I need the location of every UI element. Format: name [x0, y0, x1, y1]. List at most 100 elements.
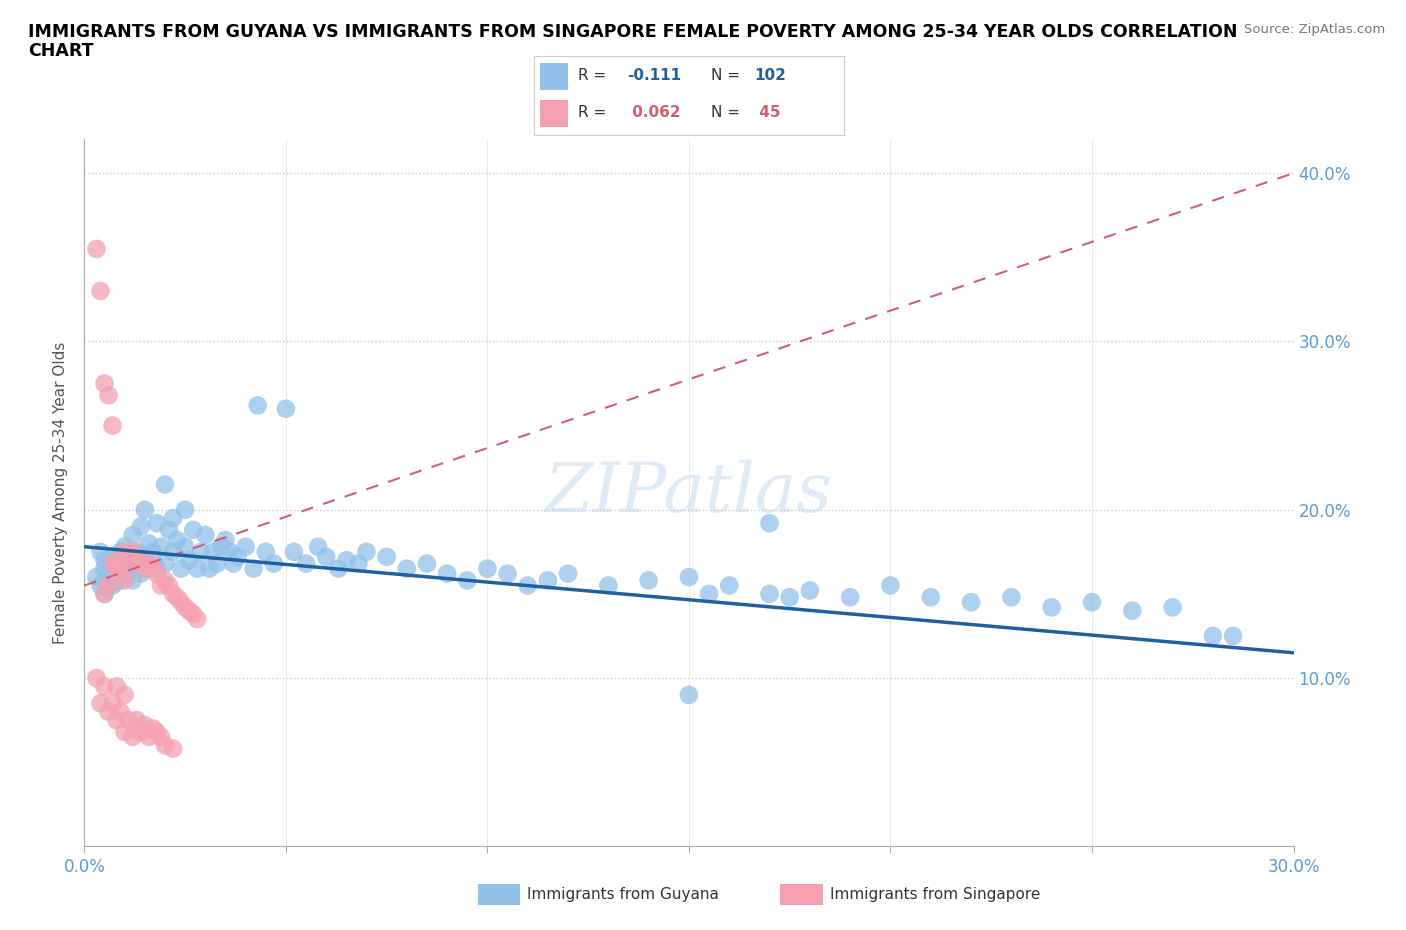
Point: [146, 724, 169, 739]
Point: [678, 569, 700, 584]
Point: [110, 704, 132, 719]
Point: [134, 502, 156, 517]
Point: [839, 590, 862, 604]
Point: [97, 704, 120, 719]
Point: [181, 606, 204, 621]
Point: [557, 566, 579, 581]
Point: [242, 561, 264, 576]
Point: [142, 721, 165, 736]
Point: [105, 552, 128, 567]
Point: [86, 671, 108, 685]
Point: [162, 741, 184, 756]
Point: [118, 712, 141, 727]
Point: [315, 550, 337, 565]
Point: [114, 573, 136, 588]
Point: [375, 550, 398, 565]
Point: [637, 573, 659, 588]
Point: [146, 561, 169, 576]
Point: [1202, 629, 1225, 644]
Point: [194, 527, 217, 542]
Point: [114, 544, 136, 559]
Point: [174, 600, 197, 615]
Point: [335, 552, 357, 567]
Point: [328, 561, 350, 576]
Text: ZIPatlas: ZIPatlas: [546, 459, 832, 526]
Point: [157, 578, 180, 593]
Point: [1081, 595, 1104, 610]
Point: [153, 477, 176, 492]
Point: [105, 565, 128, 579]
Point: [125, 544, 148, 559]
Point: [93, 561, 115, 576]
Point: [179, 552, 201, 567]
Point: [186, 612, 208, 627]
Y-axis label: Female Poverty Among 25-34 Year Olds: Female Poverty Among 25-34 Year Olds: [53, 341, 69, 644]
Point: [307, 539, 329, 554]
Point: [226, 550, 249, 565]
Text: R =: R =: [578, 105, 610, 120]
Point: [149, 539, 172, 554]
Point: [125, 712, 148, 727]
Point: [114, 569, 136, 584]
Point: [1161, 600, 1184, 615]
Point: [97, 566, 120, 581]
Point: [496, 566, 519, 581]
Point: [179, 604, 201, 618]
Point: [166, 533, 188, 548]
Point: [89, 578, 111, 593]
Point: [758, 516, 780, 531]
Point: [254, 544, 277, 559]
Point: [1121, 604, 1143, 618]
Point: [86, 242, 108, 257]
Point: [114, 724, 136, 739]
Point: [920, 590, 942, 604]
Point: [149, 729, 172, 744]
Point: [121, 527, 143, 542]
Point: [118, 561, 141, 576]
Point: [1000, 590, 1022, 604]
Point: [162, 544, 184, 559]
Point: [170, 561, 193, 576]
Point: [86, 569, 108, 584]
Point: [118, 550, 141, 565]
Point: [146, 516, 169, 531]
Point: [718, 578, 741, 593]
Point: [129, 552, 152, 567]
Text: 45: 45: [754, 105, 780, 120]
Point: [153, 573, 176, 588]
Point: [118, 550, 141, 565]
Point: [93, 552, 115, 567]
Point: [110, 544, 132, 559]
Point: [134, 718, 156, 733]
Point: [105, 575, 128, 590]
Point: [516, 578, 538, 593]
Point: [799, 583, 821, 598]
Point: [263, 556, 285, 571]
Point: [101, 696, 124, 711]
Point: [125, 556, 148, 571]
Point: [105, 679, 128, 694]
Point: [101, 550, 124, 565]
Point: [138, 536, 160, 551]
Point: [93, 376, 115, 391]
Point: [1040, 600, 1063, 615]
Point: [105, 712, 128, 727]
Point: [779, 590, 801, 604]
Point: [129, 566, 152, 581]
Text: IMMIGRANTS FROM GUYANA VS IMMIGRANTS FROM SINGAPORE FEMALE POVERTY AMONG 25-34 Y: IMMIGRANTS FROM GUYANA VS IMMIGRANTS FRO…: [28, 23, 1237, 41]
Point: [97, 388, 120, 403]
Point: [89, 284, 111, 299]
Point: [207, 556, 229, 571]
Point: [110, 552, 132, 567]
Point: [186, 561, 208, 576]
Point: [125, 556, 148, 571]
Point: [356, 544, 378, 559]
Point: [129, 724, 152, 739]
Point: [166, 590, 188, 604]
Point: [105, 561, 128, 576]
Point: [174, 502, 197, 517]
Point: [537, 573, 560, 588]
Point: [174, 539, 197, 554]
Point: [295, 556, 318, 571]
Point: [170, 595, 193, 610]
